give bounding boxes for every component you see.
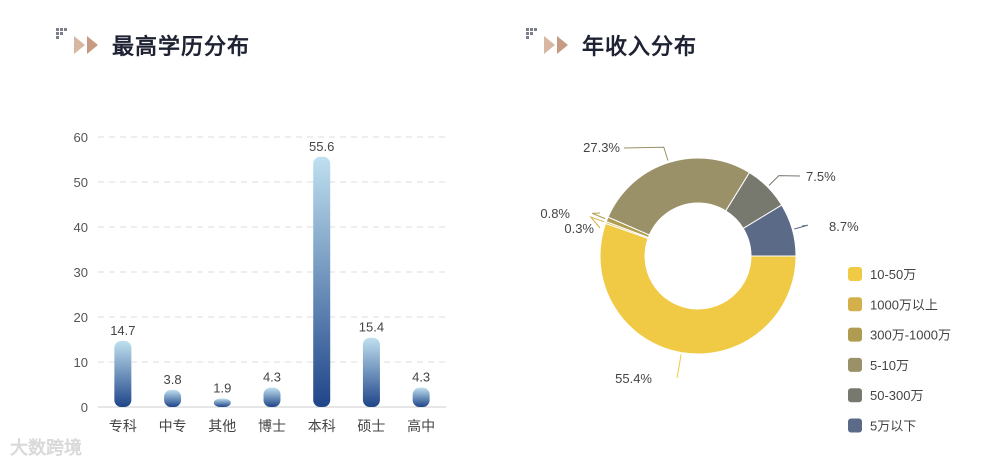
legend-swatch bbox=[848, 327, 862, 342]
bar-value-label: 1.9 bbox=[213, 380, 231, 395]
x-tick-label: 博士 bbox=[258, 418, 286, 434]
slice-leader-line bbox=[589, 215, 605, 229]
income-chart-title: 年收入分布 bbox=[582, 34, 698, 59]
x-tick-label: 本科 bbox=[308, 418, 336, 434]
legend-label: 5-10万 bbox=[870, 358, 909, 373]
income-panel-header: 年收入分布 bbox=[526, 28, 697, 62]
slice-percent-label: 7.5% bbox=[806, 169, 836, 184]
x-tick-label: 专科 bbox=[109, 418, 137, 434]
x-tick-label: 高中 bbox=[407, 418, 435, 434]
double-arrow-icon bbox=[74, 36, 100, 54]
slice-leader-line bbox=[676, 354, 682, 379]
bar bbox=[164, 389, 182, 407]
double-arrow-icon bbox=[544, 36, 570, 54]
bar-value-label: 4.3 bbox=[263, 370, 281, 385]
x-tick-label: 硕士 bbox=[357, 418, 385, 434]
donut-slice bbox=[607, 157, 751, 236]
donut-slice bbox=[742, 204, 797, 257]
y-tick-label: 20 bbox=[74, 310, 88, 325]
bar bbox=[114, 340, 132, 407]
legend-label: 50-300万 bbox=[870, 388, 923, 403]
bar bbox=[263, 387, 281, 407]
bar bbox=[362, 337, 380, 407]
x-tick-label: 其他 bbox=[208, 418, 236, 434]
y-tick-label: 60 bbox=[74, 130, 88, 145]
legend-label: 300万-1000万 bbox=[870, 328, 951, 343]
dots-icon bbox=[56, 28, 68, 40]
y-tick-label: 40 bbox=[74, 220, 88, 235]
slice-percent-label: 27.3% bbox=[583, 140, 620, 155]
bar bbox=[412, 387, 430, 407]
legend-swatch bbox=[848, 388, 862, 403]
slice-percent-label: 55.4% bbox=[615, 371, 652, 386]
education-chart-title: 最高学历分布 bbox=[112, 34, 251, 59]
bar-value-label: 15.4 bbox=[359, 320, 384, 335]
bar-value-label: 3.8 bbox=[164, 372, 182, 387]
slice-percent-label: 8.7% bbox=[829, 219, 859, 234]
slice-leader-line bbox=[794, 224, 808, 230]
x-tick-label: 中专 bbox=[159, 418, 187, 434]
bar bbox=[313, 156, 331, 407]
slice-leader-line bbox=[623, 146, 669, 161]
donut-slice bbox=[599, 222, 797, 355]
education-panel-header: 最高学历分布 bbox=[56, 28, 250, 62]
slice-leader-line bbox=[768, 175, 801, 186]
legend-swatch bbox=[848, 357, 862, 372]
watermark-logo: 大数跨境 bbox=[10, 438, 82, 458]
legend-label: 1000万以上 bbox=[870, 297, 938, 312]
legend-label: 5万以下 bbox=[870, 419, 916, 434]
bar-value-label: 4.3 bbox=[412, 370, 430, 385]
bar-value-label: 14.7 bbox=[110, 323, 135, 338]
y-tick-label: 0 bbox=[81, 400, 88, 415]
legend-swatch bbox=[848, 297, 862, 312]
dots-icon bbox=[526, 28, 538, 40]
legend-swatch bbox=[848, 267, 862, 281]
bar bbox=[213, 398, 231, 407]
slice-leader-line bbox=[592, 212, 606, 220]
legend-swatch bbox=[848, 418, 862, 433]
y-tick-label: 30 bbox=[74, 265, 88, 280]
legend-label: 10-50万 bbox=[870, 267, 916, 282]
slice-percent-label: 0.8% bbox=[540, 206, 570, 221]
bar-value-label: 55.6 bbox=[309, 139, 334, 154]
y-tick-label: 50 bbox=[74, 175, 88, 190]
y-tick-label: 10 bbox=[74, 355, 88, 370]
slice-percent-label: 0.3% bbox=[564, 221, 594, 236]
